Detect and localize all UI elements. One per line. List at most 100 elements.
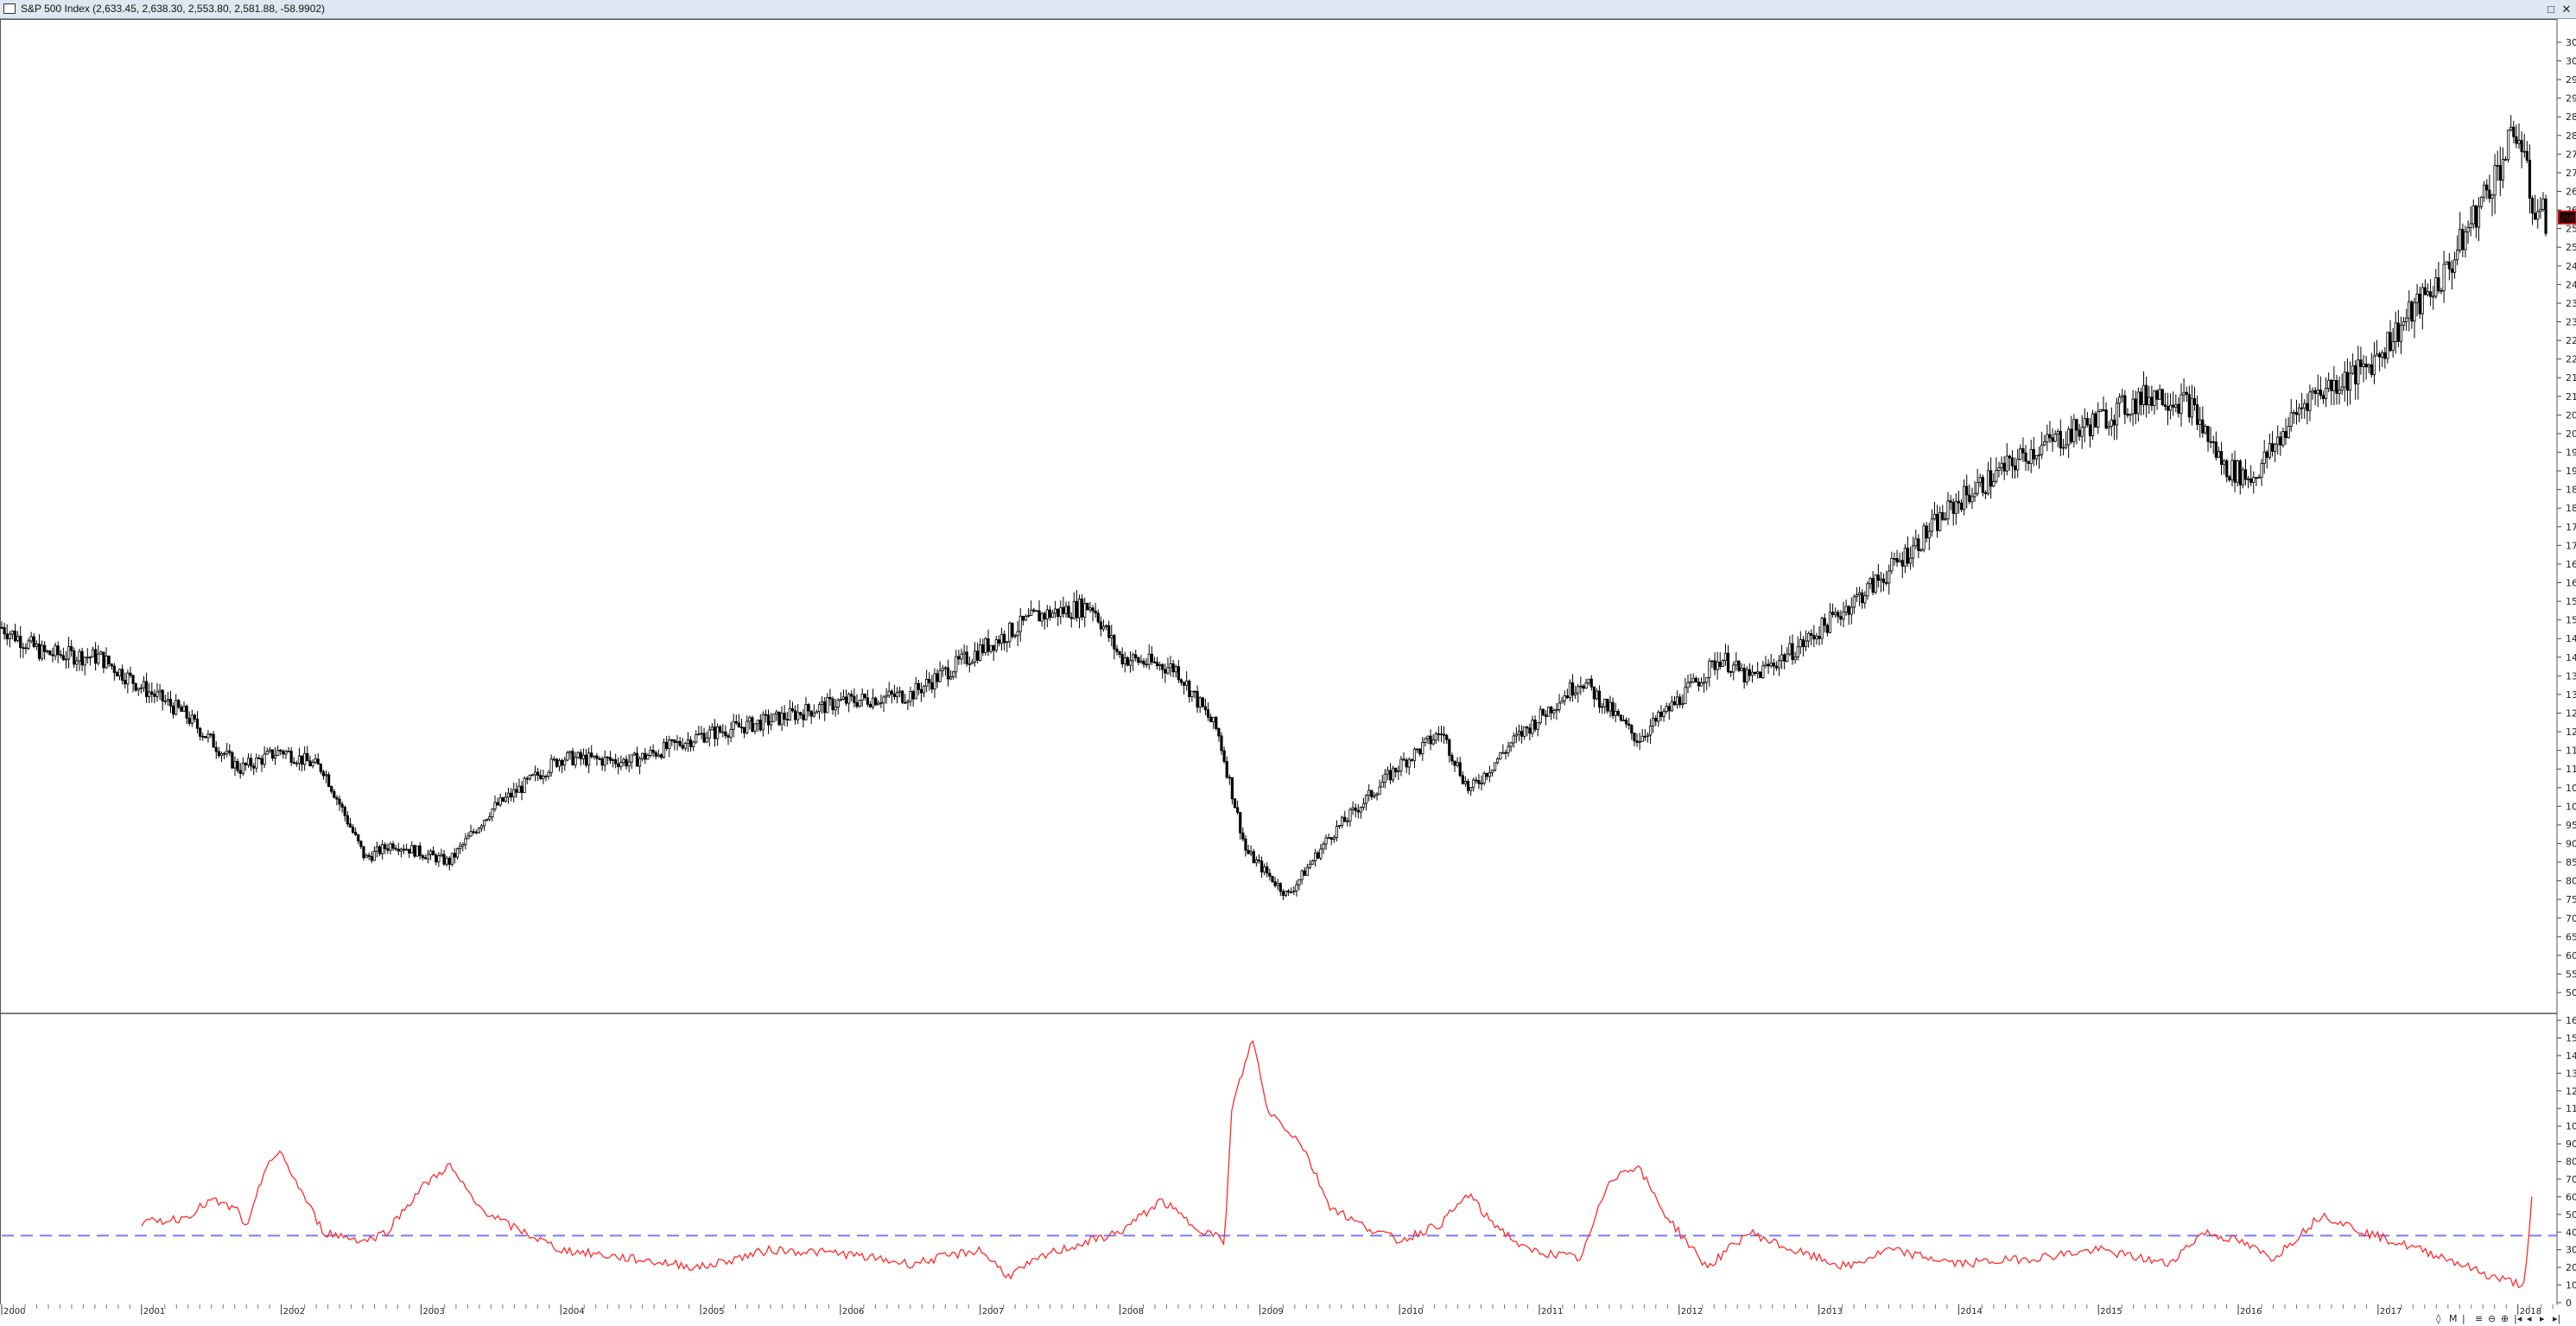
- candle-body: [941, 668, 944, 671]
- candle-body: [1616, 710, 1620, 716]
- candle-body: [1003, 633, 1006, 644]
- nav-control[interactable]: ▸|: [2553, 1313, 2560, 1324]
- candle-body: [1828, 612, 1832, 633]
- candle-body: [126, 672, 130, 685]
- candle-body: [1252, 851, 1255, 864]
- close-button[interactable]: ✕: [2561, 3, 2572, 16]
- candle-body: [474, 831, 478, 834]
- nav-control[interactable]: ≡: [2475, 1313, 2483, 1324]
- candle-body: [333, 790, 336, 798]
- price-axis-label: 800: [2566, 876, 2576, 887]
- candle-body: [447, 857, 451, 866]
- candle-body: [729, 728, 733, 738]
- nav-control[interactable]: ◂: [2527, 1313, 2532, 1324]
- candle-body: [549, 758, 553, 773]
- candle-body: [1268, 872, 1272, 877]
- candle-body: [952, 671, 955, 677]
- candle-body: [839, 698, 842, 701]
- candle-body: [10, 631, 15, 635]
- candle-body: [2343, 371, 2346, 388]
- candle-body: [338, 798, 341, 805]
- candle-body: [168, 699, 173, 707]
- nav-control[interactable]: M: [2449, 1313, 2458, 1324]
- candle-body: [1037, 610, 1041, 622]
- candle-body: [1271, 875, 1274, 883]
- candle-body: [2367, 364, 2370, 368]
- candle-body: [1161, 663, 1164, 670]
- window-titlebar[interactable]: S&P 500 Index (2,633.45, 2,638.30, 2,553…: [0, 0, 2576, 19]
- candle-body: [2118, 397, 2122, 404]
- candle-body: [2466, 227, 2470, 232]
- candle-body: [1718, 661, 1722, 667]
- candle-body: [2496, 165, 2499, 167]
- candle-body: [1303, 870, 1306, 876]
- candle-body: [1137, 657, 1140, 663]
- candle-body: [1263, 866, 1266, 872]
- candle-body: [343, 807, 346, 816]
- candle-body: [402, 848, 406, 851]
- nav-control[interactable]: ⊕: [2501, 1313, 2509, 1324]
- oscillator-axis-label: 80: [2566, 1157, 2576, 1168]
- candle-body: [879, 702, 883, 705]
- time-axis-year-label: 2018: [2520, 1307, 2541, 1316]
- candle-body: [340, 803, 344, 808]
- candle-body: [1640, 735, 1644, 742]
- candle-body: [1638, 740, 1641, 743]
- candle-body: [992, 644, 995, 651]
- candle-body: [1976, 482, 1979, 494]
- candle-body: [1520, 731, 1524, 737]
- price-axis-label: 1950: [2566, 447, 2576, 459]
- candle-body: [2464, 231, 2467, 251]
- candle-body: [1348, 809, 1352, 822]
- candle-body: [2327, 379, 2331, 389]
- price-axis-label: 2250: [2566, 335, 2576, 346]
- price-axis-label: 3050: [2566, 37, 2576, 48]
- candle-body: [1652, 718, 1655, 726]
- candle-body: [1212, 716, 1215, 722]
- candle-body: [2477, 206, 2481, 228]
- candle-body: [435, 854, 438, 863]
- candle-body: [2445, 261, 2448, 265]
- candle-body: [270, 749, 275, 758]
- candle-body: [702, 733, 706, 743]
- candle-body: [124, 680, 127, 685]
- candle-body: [598, 758, 601, 760]
- price-axis-label: 1250: [2566, 707, 2576, 719]
- nav-control[interactable]: ⊖: [2488, 1313, 2496, 1324]
- candle-body: [700, 733, 703, 735]
- candle-body: [279, 750, 282, 752]
- candle-body: [193, 714, 197, 720]
- candle-body: [1944, 518, 1947, 521]
- nav-control[interactable]: ◊: [2436, 1313, 2441, 1324]
- candle-body: [788, 707, 791, 720]
- candle-body: [3, 627, 6, 635]
- candle-body: [777, 711, 781, 726]
- candle-body: [1512, 735, 1515, 744]
- candle-body: [1341, 816, 1344, 826]
- window-icon[interactable]: [3, 3, 16, 14]
- candle-body: [1179, 679, 1183, 683]
- candle-body: [2450, 268, 2454, 273]
- bottom-controls[interactable]: ◊ M | ≡ ⊖ ⊕ |◂ ◂ ▸ ▸|: [2436, 1313, 2560, 1324]
- nav-control[interactable]: |◂: [2514, 1313, 2522, 1324]
- nav-control[interactable]: ▸: [2540, 1313, 2545, 1324]
- candle-body: [2434, 277, 2438, 297]
- candle-body: [1699, 682, 1704, 687]
- candle-body: [2029, 448, 2033, 465]
- candle-body: [2008, 455, 2011, 459]
- candle-body: [2381, 352, 2384, 358]
- candle-body: [2182, 391, 2186, 396]
- candle-body: [1314, 852, 1317, 861]
- maximize-button[interactable]: □: [2547, 3, 2554, 16]
- price-axis-label: 1350: [2566, 670, 2576, 682]
- candle-body: [1855, 594, 1859, 598]
- candle-body: [2345, 371, 2350, 391]
- nav-control[interactable]: |: [2462, 1313, 2465, 1324]
- candle-body: [357, 834, 360, 842]
- candle-body: [1453, 760, 1456, 766]
- candle-body: [2474, 205, 2478, 228]
- candle-body: [506, 792, 511, 798]
- candle-body: [405, 848, 409, 851]
- price-axis-label: 1700: [2566, 540, 2576, 551]
- candle-body: [2544, 198, 2547, 234]
